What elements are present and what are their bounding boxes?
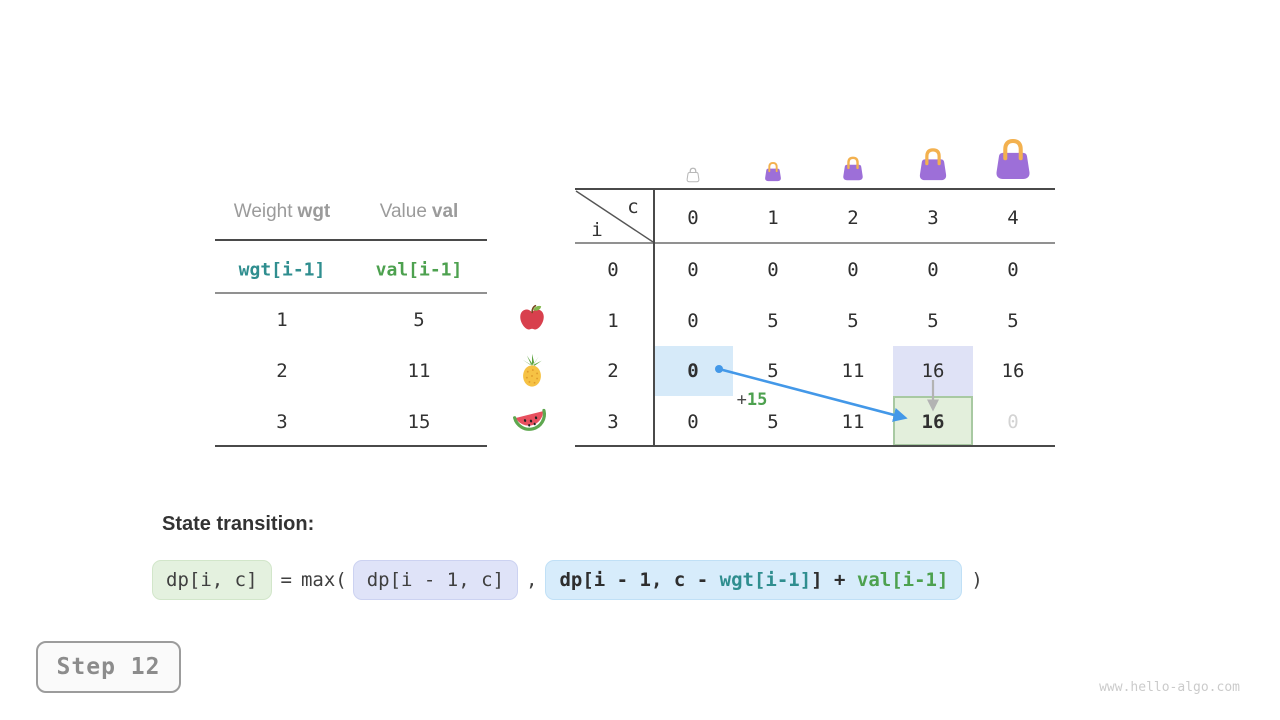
item-value: 11 xyxy=(407,360,431,382)
items-table-mid-rule xyxy=(215,292,487,294)
pineapple-icon xyxy=(519,353,545,387)
dp-col-header: 2 xyxy=(847,207,859,229)
dp-cell-1-4: 5 xyxy=(1007,310,1019,332)
dp-cell-0-1: 0 xyxy=(767,259,779,281)
bag-large-icon xyxy=(989,138,1037,182)
formula-equals: = xyxy=(280,569,292,591)
items-value-header: Value val xyxy=(379,201,459,222)
formula-max-open: max( xyxy=(300,569,347,591)
dp-table-bottom-rule xyxy=(575,445,1055,447)
item-value: 15 xyxy=(407,411,431,433)
dp-cell-2-3: 16 xyxy=(921,360,945,382)
dp-col-header: 4 xyxy=(1007,207,1019,229)
dp-cell-2-4: 16 xyxy=(1001,360,1025,382)
formula-arg1-box: dp[i - 1, c] xyxy=(352,560,519,600)
dp-cell-2-0: 0 xyxy=(687,360,699,382)
bag-medium-icon xyxy=(914,148,952,183)
apple-icon xyxy=(517,303,547,333)
formula-arg2-box: dp[i - 1, c - wgt[i-1]] + val[i-1] xyxy=(545,560,963,600)
item-weight: 1 xyxy=(276,309,288,331)
dp-cell-1-0: 0 xyxy=(687,310,699,332)
dp-corner-col-var: c xyxy=(627,196,639,218)
site-watermark: www.hello-algo.com xyxy=(1099,680,1240,695)
dp-cell-0-0: 0 xyxy=(687,259,699,281)
watermelon-icon xyxy=(511,405,550,437)
dp-row-header: 3 xyxy=(607,411,619,433)
items-val-index-label: val[i-1] xyxy=(375,259,463,281)
bag-empty-outline-icon xyxy=(685,167,702,183)
step-indicator: Step 12 xyxy=(36,641,181,693)
dp-cell-2-2: 11 xyxy=(841,360,865,382)
dp-table-vertical-rule xyxy=(653,188,655,447)
dp-table-top-rule xyxy=(575,188,1055,190)
dp-cell-2-1: 5 xyxy=(767,360,779,382)
dp-cell-3-0: 0 xyxy=(687,411,699,433)
dp-cell-0-4: 0 xyxy=(1007,259,1019,281)
dp-row-header: 0 xyxy=(607,259,619,281)
items-weight-header: Weight wgt xyxy=(233,201,331,222)
formula-lhs-box: dp[i, c] xyxy=(152,560,272,600)
dp-row-header: 1 xyxy=(607,310,619,332)
items-wgt-index-label: wgt[i-1] xyxy=(238,259,326,281)
add-value-annotation: +15 xyxy=(736,390,768,410)
dp-cell-1-1: 5 xyxy=(767,310,779,332)
state-transition-heading: State transition: xyxy=(162,513,315,535)
dp-col-header: 3 xyxy=(927,207,939,229)
item-weight: 3 xyxy=(276,411,288,433)
items-table-top-rule xyxy=(215,239,487,241)
item-value: 5 xyxy=(413,309,425,331)
dp-cell-3-1: 5 xyxy=(767,411,779,433)
dp-cell-1-3: 5 xyxy=(927,310,939,332)
corner-diagonal-line xyxy=(575,190,654,243)
bag-tiny-icon xyxy=(762,161,785,183)
dp-col-header: 1 xyxy=(767,207,779,229)
dp-col-header: 0 xyxy=(687,207,699,229)
dp-cell-3-2: 11 xyxy=(841,411,865,433)
bag-small-icon xyxy=(839,156,867,182)
dp-corner-row-var: i xyxy=(591,219,603,241)
dp-cell-3-4: 0 xyxy=(1007,411,1019,433)
items-table-bottom-rule xyxy=(215,445,487,447)
item-weight: 2 xyxy=(276,360,288,382)
dp-cell-0-2: 0 xyxy=(847,259,859,281)
formula-close-paren: ) xyxy=(971,569,983,591)
dp-cell-1-2: 5 xyxy=(847,310,859,332)
dp-row-header: 2 xyxy=(607,360,619,382)
dp-cell-0-3: 0 xyxy=(927,259,939,281)
dp-cell-3-3: 16 xyxy=(921,411,945,433)
formula-comma: , xyxy=(526,569,538,591)
state-transition-formula: dp[i, c] = max( dp[i - 1, c] , dp[i - 1,… xyxy=(152,560,983,600)
dp-table-header-rule xyxy=(575,242,1055,244)
